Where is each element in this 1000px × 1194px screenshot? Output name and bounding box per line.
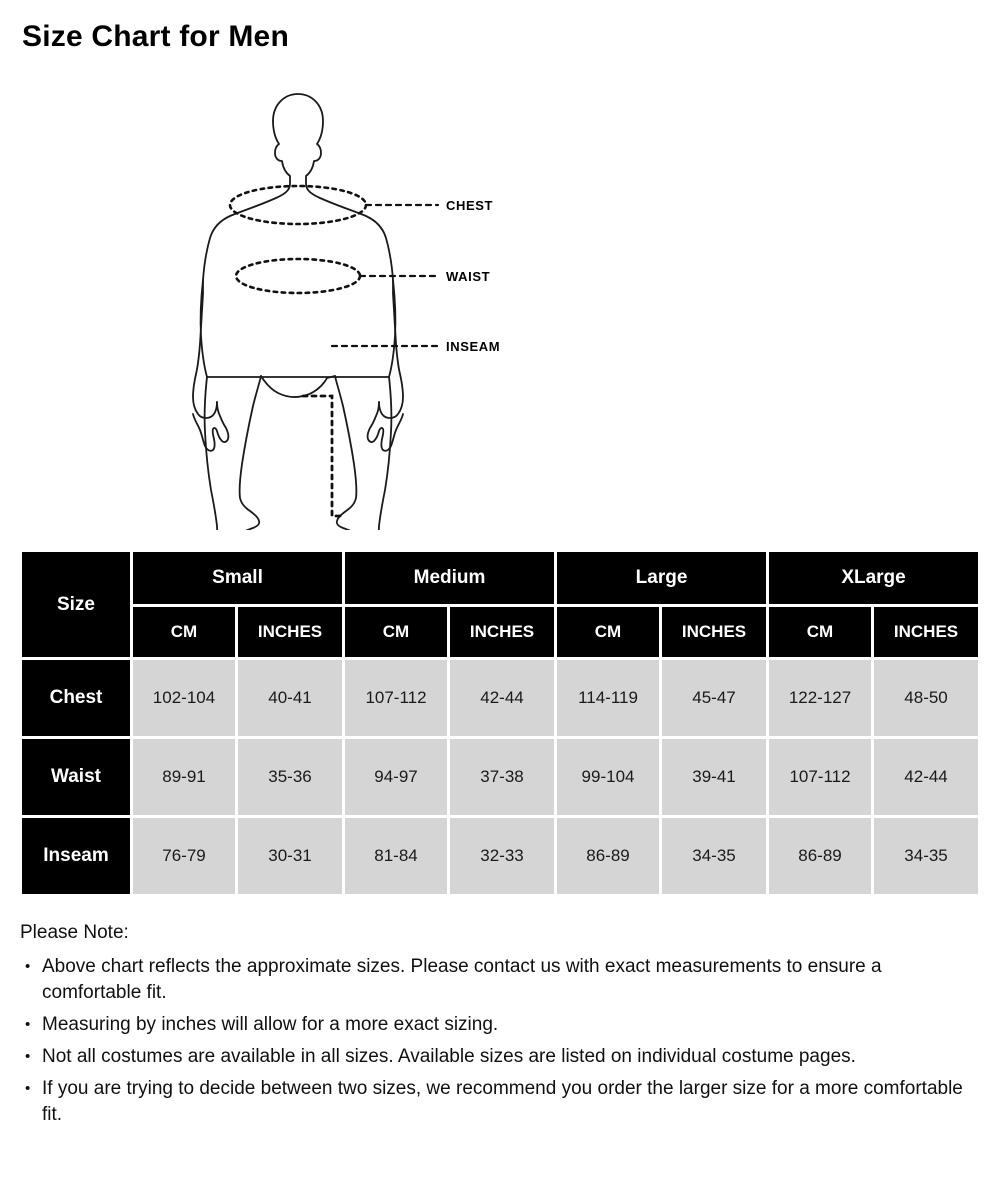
- notes-heading: Please Note:: [20, 922, 129, 943]
- size-table: Size Small Medium Large XLarge CM INCHES…: [19, 549, 981, 897]
- table-header-row-groups: Size Small Medium Large XLarge: [22, 552, 979, 657]
- list-item: • Above chart reflects the approximate s…: [20, 954, 985, 1006]
- bullet-icon: •: [25, 1016, 31, 1033]
- waist-measure-ellipse: [234, 257, 362, 295]
- cell-waist-medium-cm: 94-97: [345, 739, 448, 815]
- header-group-large: Large: [557, 552, 767, 604]
- header-size-corner: Size: [22, 552, 130, 657]
- left-hand-outline: [192, 401, 230, 452]
- cell-chest-xlarge-cm: 122-127: [769, 660, 872, 736]
- cell-waist-xlarge-inches: 42-44: [874, 739, 979, 815]
- header-group-small: Small: [133, 552, 343, 604]
- cell-waist-small-cm: 89-91: [133, 739, 235, 815]
- header-unit-medium-inches: INCHES: [450, 607, 555, 657]
- table-row: Waist 89-91 35-36 94-97 37-38 99-104 39-…: [22, 739, 979, 815]
- body-outline-svg: CHEST WAIST INSEAM: [192, 93, 500, 530]
- body-measurement-diagram: CHEST WAIST INSEAM: [0, 80, 1000, 540]
- cell-waist-large-cm: 99-104: [557, 739, 660, 815]
- note-text: Measuring by inches will allow for a mor…: [42, 1014, 499, 1035]
- right-leg-outline: [334, 375, 393, 530]
- cell-chest-large-cm: 114-119: [557, 660, 660, 736]
- cell-chest-small-inches: 40-41: [238, 660, 343, 736]
- torso-left-side: [199, 279, 208, 378]
- table-row: Inseam 76-79 30-31 81-84 32-33 86-89 34-…: [22, 818, 979, 894]
- cell-inseam-medium-inches: 32-33: [450, 818, 555, 894]
- note-text: Not all costumes are available in all si…: [42, 1046, 856, 1067]
- inseam-measure-line: [301, 394, 342, 518]
- bullet-icon: •: [25, 1080, 31, 1097]
- header-unit-large-inches: INCHES: [662, 607, 767, 657]
- list-item: • Not all costumes are available in all …: [20, 1044, 985, 1070]
- header-unit-small-inches: INCHES: [238, 607, 343, 657]
- size-table-wrapper: Size Small Medium Large XLarge CM INCHES…: [19, 549, 981, 897]
- cell-inseam-small-cm: 76-79: [133, 818, 235, 894]
- list-item: • If you are trying to decide between tw…: [20, 1076, 985, 1128]
- table-header-row-units: CM INCHES CM INCHES CM INCHES CM INCHES: [22, 607, 979, 657]
- header-unit-medium-cm: CM: [345, 607, 448, 657]
- page-title: Size Chart for Men: [22, 20, 289, 53]
- row-label-chest: Chest: [22, 660, 130, 736]
- chest-measure-ellipse: [228, 184, 368, 226]
- header-unit-small-cm: CM: [133, 607, 235, 657]
- cell-chest-medium-inches: 42-44: [450, 660, 555, 736]
- cell-inseam-xlarge-cm: 86-89: [769, 818, 872, 894]
- cell-waist-xlarge-cm: 107-112: [769, 739, 872, 815]
- notes-list: • Above chart reflects the approximate s…: [20, 954, 985, 1128]
- chest-label: CHEST: [446, 198, 493, 213]
- cell-inseam-medium-cm: 81-84: [345, 818, 448, 894]
- list-item: • Measuring by inches will allow for a m…: [20, 1012, 985, 1038]
- cell-chest-medium-cm: 107-112: [345, 660, 448, 736]
- bullet-icon: •: [25, 958, 31, 975]
- bullet-icon: •: [25, 1048, 31, 1065]
- header-group-xlarge: XLarge: [769, 552, 979, 604]
- cell-waist-large-inches: 39-41: [662, 739, 767, 815]
- right-hand-outline: [366, 401, 404, 452]
- notes-section: Please Note: • Above chart reflects the …: [20, 920, 985, 1134]
- waist-label: WAIST: [446, 269, 490, 284]
- cell-chest-small-cm: 102-104: [133, 660, 235, 736]
- header-unit-xlarge-cm: CM: [769, 607, 872, 657]
- cell-chest-xlarge-inches: 48-50: [874, 660, 979, 736]
- cell-waist-small-inches: 35-36: [238, 739, 343, 815]
- cell-inseam-large-cm: 86-89: [557, 818, 660, 894]
- cell-chest-large-inches: 45-47: [662, 660, 767, 736]
- header-unit-large-cm: CM: [557, 607, 660, 657]
- row-label-waist: Waist: [22, 739, 130, 815]
- torso-right-side: [388, 279, 397, 378]
- row-label-inseam: Inseam: [22, 818, 130, 894]
- note-text: If you are trying to decide between two …: [42, 1078, 963, 1125]
- table-row: Chest 102-104 40-41 107-112 42-44 114-11…: [22, 660, 979, 736]
- cell-inseam-large-inches: 34-35: [662, 818, 767, 894]
- inseam-label: INSEAM: [446, 339, 500, 354]
- header-group-medium: Medium: [345, 552, 555, 604]
- head-outline: [272, 93, 404, 419]
- cell-waist-medium-inches: 37-38: [450, 739, 555, 815]
- crotch-outline: [260, 375, 336, 398]
- left-arm-outline: [192, 120, 291, 419]
- cell-inseam-xlarge-inches: 34-35: [874, 818, 979, 894]
- left-leg-outline: [203, 375, 262, 530]
- cell-inseam-small-inches: 30-31: [238, 818, 343, 894]
- header-unit-xlarge-inches: INCHES: [874, 607, 979, 657]
- note-text: Above chart reflects the approximate siz…: [42, 956, 882, 1003]
